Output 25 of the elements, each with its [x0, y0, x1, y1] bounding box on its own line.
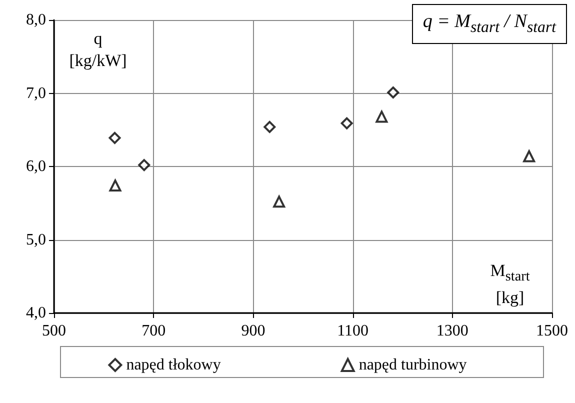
y-tick-label: 4,0 [26, 304, 46, 322]
point [340, 117, 353, 130]
x-tick-label: 500 [42, 322, 66, 340]
x-tick-label: 1300 [436, 322, 468, 340]
legend-label: napęd tłokowy [126, 356, 221, 374]
point [138, 159, 150, 172]
y-axis-title: q [kg/kW] [68, 28, 128, 72]
point [109, 180, 122, 192]
x-tick-label: 1500 [536, 322, 568, 340]
y-tick-label: 6,0 [26, 158, 46, 175]
point [273, 196, 286, 208]
point [108, 132, 121, 144]
legend-label: napęd turbinowy [358, 356, 467, 374]
annotation: q = M$_{start}$ / N$_{start}$ [412, 4, 567, 44]
y-tick-label: 5,0 [26, 231, 46, 248]
x-tick-label: 900 [241, 322, 266, 340]
x-tick-label: 1100 [337, 322, 369, 340]
x-axis-title: M$_{start}$ [kg] [489, 260, 531, 310]
point [387, 86, 400, 99]
x-tick-label: 700 [142, 322, 166, 340]
y-tick-label: 7,0 [26, 84, 46, 102]
y-tick-label: 8,0 [26, 12, 46, 28]
point [264, 120, 276, 133]
point [376, 110, 388, 123]
point [523, 150, 536, 162]
